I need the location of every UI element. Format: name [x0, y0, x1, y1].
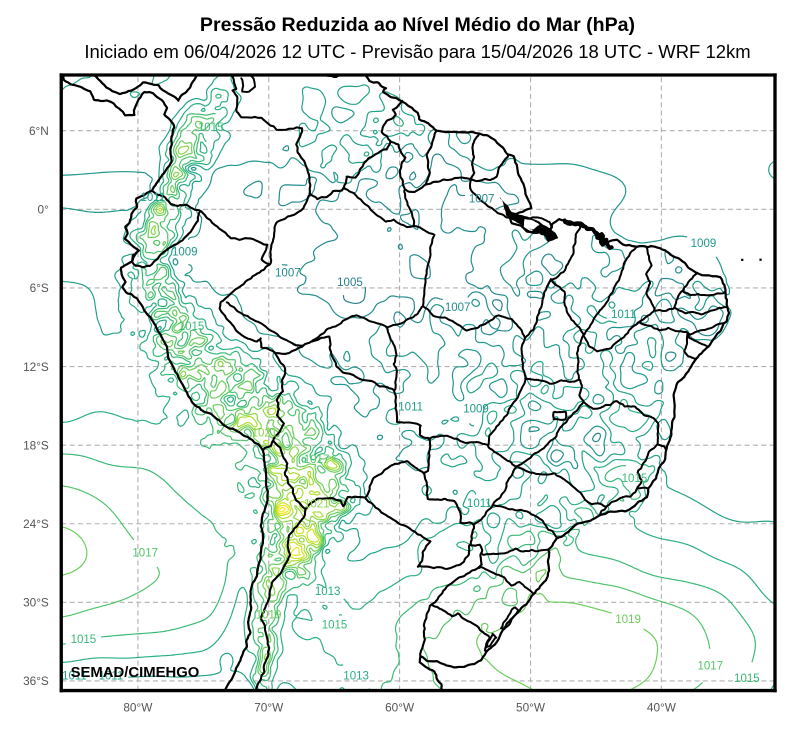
svg-text:70°W: 70°W — [254, 701, 284, 715]
svg-text:80°W: 80°W — [123, 701, 153, 715]
svg-text:24°S: 24°S — [23, 517, 49, 531]
svg-text:1007: 1007 — [445, 302, 471, 314]
svg-text:1005: 1005 — [337, 277, 363, 289]
svg-text:1021: 1021 — [252, 427, 278, 439]
svg-text:Pressão Reduzida ao Nível Médi: Pressão Reduzida ao Nível Médio do Mar (… — [200, 14, 635, 36]
svg-text:1013: 1013 — [343, 670, 369, 682]
svg-text:1011: 1011 — [398, 401, 423, 413]
svg-text:1019: 1019 — [256, 610, 282, 622]
svg-text:0°: 0° — [38, 203, 50, 217]
svg-text:18°S: 18°S — [23, 438, 49, 452]
svg-text:1011: 1011 — [99, 670, 124, 682]
svg-text:6°N: 6°N — [29, 124, 49, 138]
svg-text:1011: 1011 — [62, 671, 87, 683]
svg-text:1011: 1011 — [140, 192, 165, 204]
svg-text:1015: 1015 — [622, 473, 648, 485]
svg-text:36°S: 36°S — [23, 674, 49, 688]
svg-text:40°W: 40°W — [647, 701, 677, 715]
svg-text:1011: 1011 — [611, 309, 636, 321]
svg-text:30°S: 30°S — [23, 596, 49, 610]
svg-text:1015: 1015 — [322, 619, 348, 631]
svg-text:1009: 1009 — [691, 238, 717, 250]
svg-text:SEMAD/CIMEHGO: SEMAD/CIMEHGO — [71, 665, 200, 681]
svg-text:6°S: 6°S — [30, 281, 49, 295]
svg-text:1007: 1007 — [469, 193, 495, 205]
svg-text:Iniciado em 06/04/2026 12 UTC: Iniciado em 06/04/2026 12 UTC - Previsão… — [84, 41, 750, 62]
svg-text:1017: 1017 — [132, 548, 158, 560]
svg-text:1015: 1015 — [71, 634, 97, 646]
svg-text:1009: 1009 — [172, 247, 198, 259]
svg-text:1021: 1021 — [304, 499, 330, 511]
svg-text:1013: 1013 — [315, 586, 341, 598]
svg-text:1015: 1015 — [179, 321, 205, 333]
svg-text:1017: 1017 — [697, 661, 723, 673]
svg-text:1009: 1009 — [463, 403, 489, 415]
svg-text:50°W: 50°W — [516, 701, 546, 715]
svg-text:1007: 1007 — [275, 267, 301, 279]
svg-text:1011: 1011 — [467, 498, 492, 510]
svg-text:1015: 1015 — [198, 122, 224, 134]
svg-text:1015: 1015 — [734, 673, 760, 685]
svg-text:60°W: 60°W — [385, 701, 415, 715]
svg-text:1019: 1019 — [615, 614, 641, 626]
svg-text:12°S: 12°S — [23, 360, 49, 374]
svg-text:1017: 1017 — [304, 454, 330, 466]
